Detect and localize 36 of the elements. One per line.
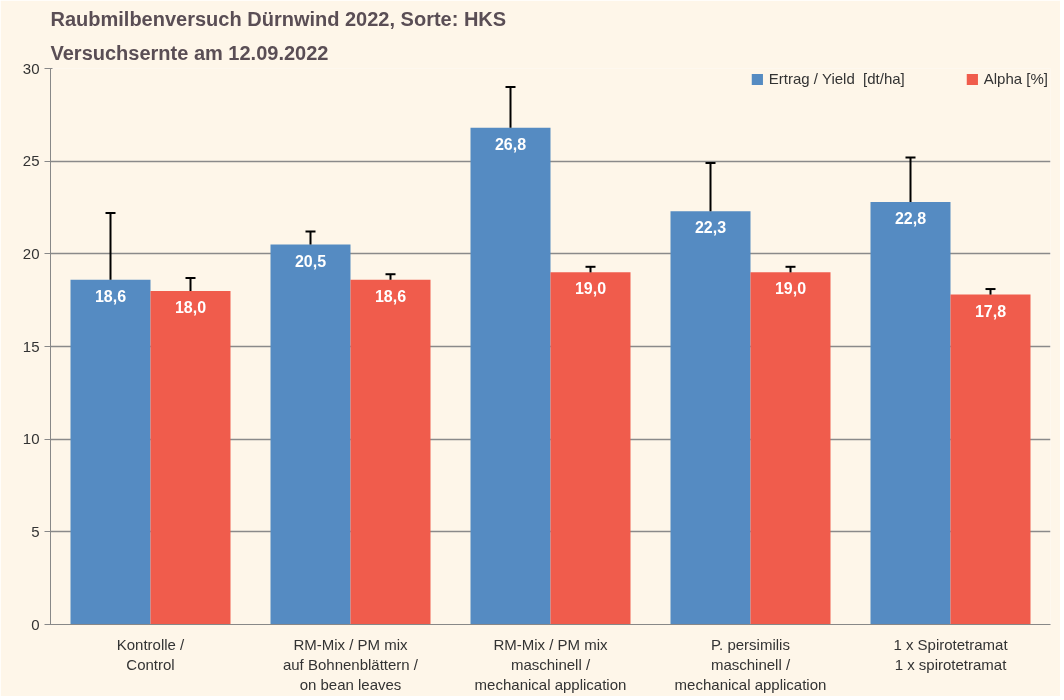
data-label: 20,5	[294, 252, 327, 270]
bar	[870, 201, 951, 625]
bar	[470, 127, 551, 625]
bar	[270, 244, 351, 625]
data-label: 18,6	[374, 287, 407, 305]
data-label: 22,8	[894, 209, 927, 227]
y-tick-label: 10	[22, 430, 40, 448]
legend-label: Alpha [%]	[983, 70, 1048, 87]
bar	[150, 290, 231, 625]
data-label: 18,6	[94, 287, 127, 305]
bar	[550, 272, 631, 625]
y-tick-label: 20	[22, 244, 40, 262]
legend-label: Ertrag / Yield [dt/ha]	[768, 70, 905, 87]
x-tick-label: 1 x Spirotetramat 1 x spirotetramat	[893, 635, 1009, 673]
y-tick-label: 15	[22, 337, 40, 355]
bar	[350, 279, 431, 625]
y-tick-label: 5	[31, 522, 40, 540]
x-tick-label: Kontrolle / Control	[116, 635, 186, 673]
y-tick-label: 30	[22, 59, 40, 77]
data-label: 19,0	[774, 280, 807, 298]
data-label: 17,8	[974, 302, 1007, 320]
data-label: 26,8	[494, 135, 527, 153]
chart-title: Raubmilbenversuch Dürnwind 2022, Sorte: HKS	[50, 7, 507, 30]
x-tick-label: RM-Mix / PM mix maschinell / mechanical application	[474, 635, 627, 694]
bar	[670, 211, 751, 625]
x-tick-label: P. persimilis maschinell / mechanical application	[674, 635, 827, 694]
bar	[70, 279, 151, 625]
y-tick-label: 0	[31, 615, 40, 633]
chart-subtitle: Versuchsernte am 12.09.2022	[50, 41, 329, 64]
y-tick-label: 25	[22, 152, 40, 170]
data-label: 19,0	[574, 280, 607, 298]
bar	[950, 294, 1031, 625]
data-label: 22,3	[694, 219, 727, 237]
bar	[750, 272, 831, 625]
data-label: 18,0	[174, 298, 207, 316]
x-tick-label: RM-Mix / PM mix auf Bohnenblättern / on bean leaves	[282, 635, 419, 694]
